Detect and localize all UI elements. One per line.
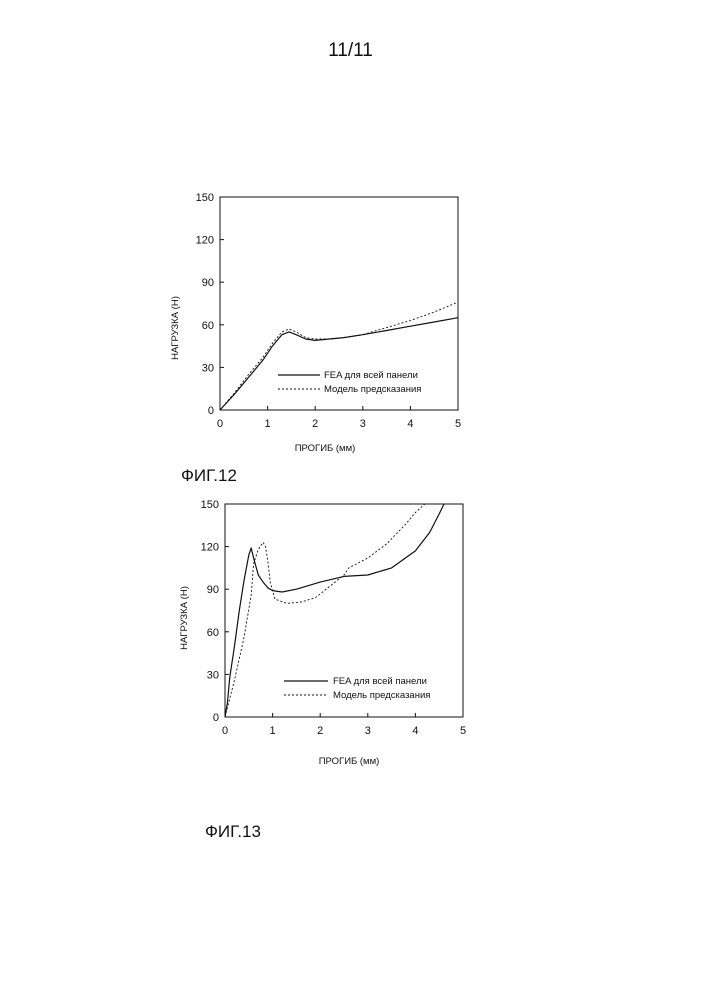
- figure-caption-13: ФИГ.13: [205, 822, 261, 842]
- y-tick-label: 60: [207, 627, 219, 639]
- legend-label-fea: FEA для всей панели: [333, 676, 427, 687]
- x-tick-label: 5: [460, 725, 466, 737]
- y-tick-label: 30: [207, 669, 219, 681]
- y-tick-label: 90: [207, 584, 219, 596]
- legend: FEA для всей панели Модель предсказания: [284, 676, 430, 701]
- y-tick-label: 150: [201, 499, 219, 511]
- y-tick-label: 120: [201, 542, 219, 554]
- legend-label-model: Модель предсказания: [333, 690, 430, 701]
- y-tick-label: 0: [213, 712, 219, 724]
- y-axis-title: НАГРУЗКА (Н): [179, 586, 190, 650]
- x-tick-label: 3: [365, 725, 371, 737]
- chart-fig13: 0 1 2 3 4 5 0 30 60 90 120 150 ПРОГИБ (мм) НАГРУЗК…: [0, 0, 701, 800]
- x-tick-label: 4: [412, 725, 418, 737]
- x-tick-label: 1: [270, 725, 276, 737]
- x-tick-label: 2: [317, 725, 323, 737]
- x-axis-title: ПРОГИБ (мм): [319, 756, 380, 767]
- x-tick-label: 0: [222, 725, 228, 737]
